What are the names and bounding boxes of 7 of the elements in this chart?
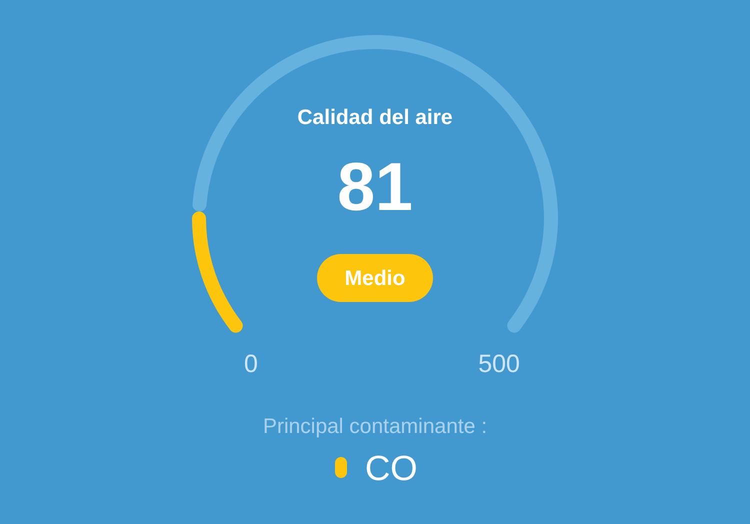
legend-title: Principal contaminante : — [262, 415, 488, 438]
text: Medio — [344, 267, 406, 290]
text: Calidad del aire — [297, 106, 453, 129]
text: 81 — [337, 149, 413, 225]
text: 0 — [244, 350, 258, 378]
text: 500 — [478, 350, 520, 378]
legend-label: CO — [365, 449, 418, 488]
